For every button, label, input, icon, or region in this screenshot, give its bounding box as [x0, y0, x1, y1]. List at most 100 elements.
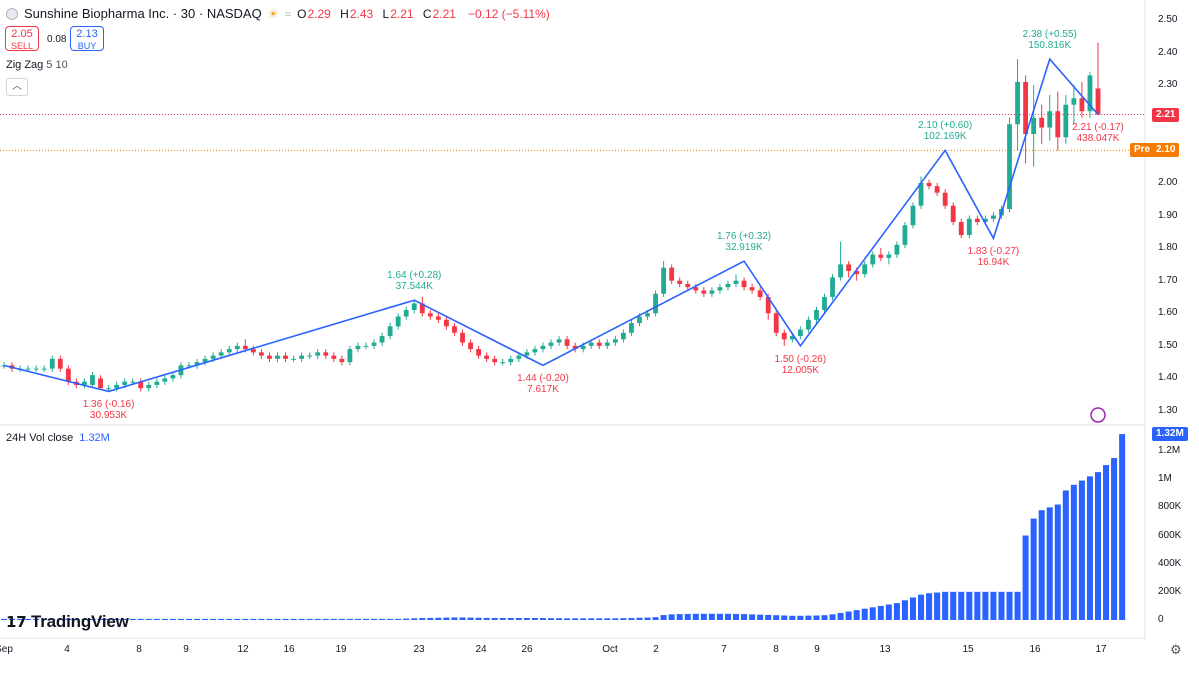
candle-body: [1055, 111, 1061, 138]
tradingview-logo[interactable]: 𝟭𝟳 TradingView: [6, 612, 129, 632]
zigzag-label-price: 2.21 (-0.17): [1072, 122, 1124, 134]
candle-body: [41, 368, 47, 370]
volume-bar: [837, 612, 844, 620]
time-tick-label: 16: [283, 644, 295, 655]
ohlc-values: O2.29 H2.43 L2.21 C2.21: [297, 6, 456, 21]
volume-bar: [901, 600, 908, 620]
zigzag-label-volume: 30.953K: [89, 410, 128, 422]
volume-bar: [556, 618, 563, 620]
volume-bar: [781, 615, 788, 620]
buy-button[interactable]: 2.13 BUY: [70, 26, 104, 51]
candle-body: [250, 349, 256, 353]
time-tick-label: 15: [962, 644, 974, 655]
candle-body: [186, 365, 192, 367]
price-tick-label: 1.30: [1158, 405, 1178, 416]
zigzag-params: 5 10: [46, 59, 68, 71]
volume-bar: [700, 613, 707, 620]
candle-body: [974, 218, 980, 223]
volume-bar: [958, 591, 965, 620]
volume-bar: [1062, 490, 1069, 620]
volume-bar: [169, 618, 176, 620]
collapse-legend-button[interactable]: ︿: [6, 78, 28, 96]
volume-bar: [765, 614, 772, 620]
compare-icon[interactable]: ≈: [284, 6, 292, 21]
candle-body: [846, 264, 852, 271]
candle-body: [629, 323, 634, 333]
candle-body: [210, 355, 216, 359]
volume-bar: [893, 603, 900, 620]
sell-button[interactable]: 2.05 SELL: [5, 26, 39, 51]
volume-bar: [338, 618, 345, 620]
candle-body: [709, 290, 715, 294]
candle-body: [130, 381, 136, 383]
candle-body: [242, 345, 248, 350]
candle-body: [65, 368, 71, 382]
volume-bar: [628, 618, 635, 620]
candle-body: [98, 378, 103, 389]
volume-bar: [41, 618, 48, 620]
volume-bar: [749, 614, 756, 620]
candle-body: [49, 358, 55, 369]
zigzag-legend[interactable]: Zig Zag 5 10: [6, 59, 68, 71]
candle-body: [910, 205, 916, 226]
price-tick-label: 1.90: [1158, 209, 1178, 221]
volume-tick-label: 800K: [1158, 501, 1182, 513]
candle-body: [403, 309, 409, 317]
volume-bar: [459, 617, 466, 620]
candle-body: [411, 303, 417, 310]
volume-bar: [202, 618, 209, 620]
candle-body: [637, 316, 642, 324]
candle-body: [267, 355, 272, 359]
candle-body: [870, 254, 876, 265]
symbol-title[interactable]: Sunshine Biopharma Inc. · 30 · NASDAQ: [24, 6, 262, 21]
candle-body: [307, 355, 313, 357]
volume-legend[interactable]: 24H Vol close 1.32M: [6, 432, 110, 444]
candle-body: [387, 326, 393, 337]
volume-bar: [1022, 535, 1029, 620]
time-tick-label: Sep: [0, 644, 13, 655]
candle-body: [1023, 81, 1029, 135]
volume-bar: [861, 608, 868, 620]
volume-bar: [435, 617, 442, 620]
candle-body: [138, 381, 144, 389]
gear-icon[interactable]: ⚙: [1170, 642, 1182, 657]
close-value: 2.21: [432, 6, 456, 21]
volume-bar: [113, 618, 120, 620]
candle-body: [886, 254, 892, 258]
zigzag-label-volume: 102.169K: [923, 131, 967, 143]
zigzag-label-volume: 16.94K: [977, 257, 1010, 269]
candle-body: [556, 339, 562, 343]
volume-bar: [942, 591, 949, 620]
volume-bar: [918, 594, 925, 620]
candle-body: [789, 336, 795, 340]
candle-body: [838, 264, 844, 278]
volume-bar: [990, 591, 997, 620]
volume-bar: [258, 618, 265, 620]
candle-body: [854, 270, 860, 275]
last-volume-tag: 1.32M: [1152, 427, 1188, 441]
zigzag-name: Zig Zag: [6, 59, 44, 71]
volume-bar: [89, 618, 96, 620]
volume-bar: [588, 618, 595, 620]
candle-body: [202, 358, 208, 363]
candle-body: [572, 345, 578, 350]
candle-body: [427, 313, 433, 317]
candle-body: [355, 345, 361, 350]
candle-body: [918, 182, 924, 206]
volume-bar: [668, 614, 675, 620]
volume-bar: [145, 618, 152, 620]
chart-header: Sunshine Biopharma Inc. · 30 · NASDAQ ☀ …: [6, 6, 550, 21]
candle-body: [596, 342, 602, 346]
candle-body: [460, 332, 465, 343]
volume-bar: [65, 618, 72, 620]
volume-bar: [306, 618, 313, 620]
change-value: −0.12 (−5.11%): [467, 6, 550, 21]
zigzag-label: 1.44 (-0.20) 7.617K: [517, 373, 569, 395]
volume-bar: [419, 618, 426, 620]
volume-bar: [1103, 465, 1110, 620]
price-tick-label: 1.40: [1158, 372, 1178, 384]
zigzag-label-price: 2.10 (+0.60): [918, 120, 973, 132]
candle-body: [773, 313, 779, 333]
price-tick-label: 1.80: [1158, 242, 1178, 254]
